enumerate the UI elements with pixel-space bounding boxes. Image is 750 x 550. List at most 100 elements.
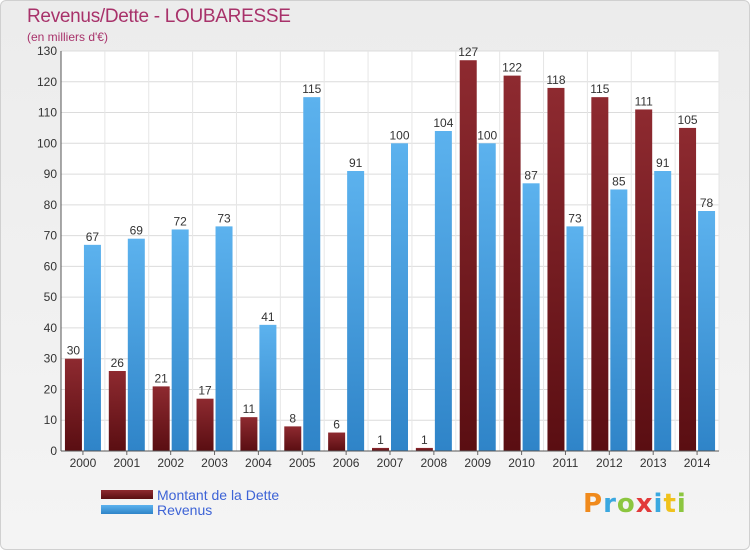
legend-label-debt: Montant de la Dette [157,486,280,503]
bar-revenus [566,226,584,451]
bar-dette [328,432,346,451]
bar-revenus [347,171,365,451]
plot-area [61,51,719,451]
y-tick-label: 50 [44,290,58,304]
data-label: 118 [546,73,565,87]
data-label: 73 [568,211,582,225]
bar-dette [503,75,521,451]
legend-item-debt: Montant de la Dette [101,486,280,503]
bar-dette [284,426,302,451]
proxiti-logo: Proxiti [583,489,687,519]
bar-revenus [478,143,496,452]
x-tick-label: 2003 [201,456,228,470]
x-tick-label: 2010 [508,456,535,470]
y-tick-label: 100 [37,136,57,150]
data-label: 100 [389,128,409,142]
logo-letter: i [653,489,664,519]
y-tick-label: 110 [38,106,57,120]
y-tick-label: 70 [44,229,58,243]
data-label: 1 [377,433,384,447]
bar-dette [64,358,82,451]
chart-legend: Montant de la Dette Revenus [101,486,280,518]
x-tick-label: 2011 [553,456,579,470]
bar-revenus [698,211,716,451]
x-tick-label: 2006 [333,456,360,470]
logo-letter: i [676,489,687,519]
logo-letter: t [663,489,677,519]
data-label: 30 [67,344,81,358]
data-label: 85 [612,174,626,188]
bar-dette [635,109,653,451]
bar-dette [108,371,126,451]
data-label: 91 [656,156,670,170]
y-tick-label: 80 [44,198,58,212]
data-label: 6 [333,418,340,432]
data-label: 72 [173,214,187,228]
bar-revenus [83,244,101,451]
data-label: 122 [502,61,522,75]
data-label: 11 [243,402,256,416]
data-label: 115 [302,82,321,96]
x-tick-label: 2008 [421,456,448,470]
bar-revenus [303,97,321,452]
x-tick-label: 2009 [464,456,491,470]
bar-dette [459,60,477,451]
data-label: 87 [524,168,538,182]
data-label: 41 [261,310,275,324]
x-tick-label: 2013 [640,456,667,470]
bar-revenus [259,324,277,451]
data-label: 17 [198,384,212,398]
y-tick-label: 0 [50,444,57,458]
bar-dette [372,447,389,451]
legend-label-revenus: Revenus [157,501,213,518]
x-tick-label: 2012 [596,456,623,470]
data-label: 115 [590,82,609,96]
data-label: 111 [635,94,654,108]
x-tick-label: 2001 [113,456,140,470]
x-tick-label: 2007 [377,456,404,470]
y-tick-label: 30 [44,352,58,366]
data-label: 69 [130,224,144,238]
y-tick-label: 60 [44,259,58,273]
bar-revenus [171,229,189,451]
data-label: 21 [154,371,168,385]
y-tick-label: 130 [37,44,57,58]
logo-letter: P [583,489,604,519]
y-tick-label: 90 [44,167,58,181]
bar-revenus [610,189,628,451]
x-tick-label: 2005 [289,456,316,470]
logo-letter: x [635,489,654,519]
data-label: 1 [421,433,428,447]
data-label: 100 [477,128,497,142]
x-tick-label: 2004 [245,456,272,470]
bar-revenus [434,131,452,451]
bar-revenus [391,143,408,452]
legend-swatch-revenus [101,505,153,514]
y-tick-label: 40 [44,321,58,335]
chart-subtitle: (en milliers d'€) [27,30,108,44]
y-tick-label: 20 [44,382,58,396]
bar-dette [679,127,697,451]
bar-dette [591,97,609,452]
data-label: 78 [700,196,714,210]
bar-dette [240,417,258,451]
legend-swatch-debt [101,490,153,499]
data-label: 26 [111,356,125,370]
bar-dette [415,447,433,451]
bar-revenus [127,238,145,451]
y-tick-label: 10 [44,413,58,427]
bar-dette [547,87,565,451]
bar-dette [196,398,214,451]
legend-item-revenus: Revenus [101,501,279,518]
logo-letter: o [616,489,636,519]
data-label: 73 [217,211,231,225]
data-label: 91 [349,156,363,170]
data-label: 104 [433,116,453,130]
data-label: 67 [86,230,100,244]
x-tick-label: 2000 [70,456,97,470]
data-label: 8 [289,411,296,425]
data-label: 127 [458,45,478,59]
bar-revenus [654,171,672,451]
